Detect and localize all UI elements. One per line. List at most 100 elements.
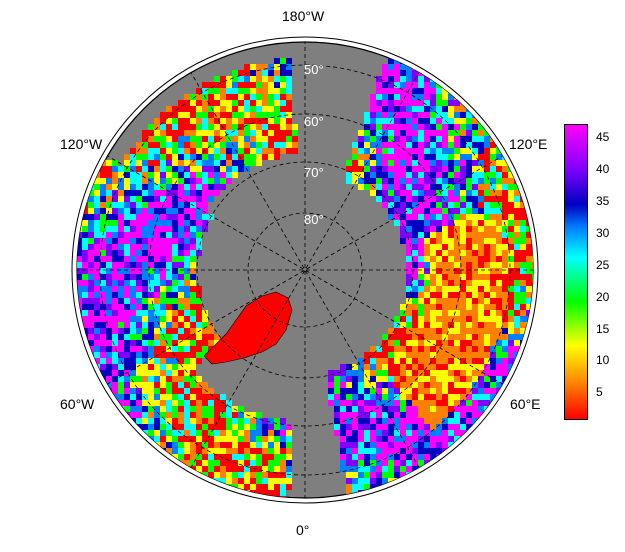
land-data-cell	[406, 256, 412, 262]
land-data-cell	[376, 76, 382, 82]
land-data-cell	[136, 448, 142, 454]
land-data-cell	[514, 112, 520, 118]
land-data-cell	[436, 400, 442, 406]
land-data-cell	[418, 364, 424, 370]
land-data-cell	[196, 454, 202, 460]
land-data-cell	[388, 160, 394, 166]
land-data-cell	[112, 436, 118, 442]
land-data-cell	[178, 412, 184, 418]
land-data-cell	[214, 112, 220, 118]
land-data-cell	[160, 274, 166, 280]
land-data-cell	[238, 88, 244, 94]
land-data-cell	[238, 160, 244, 166]
land-data-cell	[532, 94, 533, 100]
land-data-cell	[520, 292, 526, 298]
land-data-cell	[532, 478, 533, 484]
land-data-cell	[412, 106, 418, 112]
land-data-cell	[490, 106, 496, 112]
land-data-cell	[370, 148, 376, 154]
land-data-cell	[166, 400, 172, 406]
land-data-cell	[508, 280, 514, 286]
land-data-cell	[178, 394, 184, 400]
land-data-cell	[370, 418, 376, 424]
land-data-cell	[478, 196, 484, 202]
land-data-cell	[352, 178, 358, 184]
land-data-cell	[172, 442, 178, 448]
land-data-cell	[172, 292, 178, 298]
land-data-cell	[214, 184, 220, 190]
land-data-cell	[190, 376, 196, 382]
land-data-cell	[418, 274, 424, 280]
land-data-cell	[424, 160, 430, 166]
land-data-cell	[490, 76, 496, 82]
land-data-cell	[160, 412, 166, 418]
land-data-cell	[382, 130, 388, 136]
land-data-cell	[148, 430, 154, 436]
land-data-cell	[196, 214, 202, 220]
land-data-cell	[400, 352, 406, 358]
land-data-cell	[184, 166, 190, 172]
land-data-cell	[250, 436, 256, 442]
land-data-cell	[424, 352, 430, 358]
land-data-cell	[178, 316, 184, 322]
land-data-cell	[502, 118, 508, 124]
land-data-cell	[520, 286, 526, 292]
land-data-cell	[112, 340, 118, 346]
land-data-cell	[478, 310, 484, 316]
land-data-cell	[532, 340, 533, 346]
land-data-cell	[454, 460, 460, 466]
land-data-cell	[448, 478, 454, 484]
land-data-cell	[280, 106, 286, 112]
land-data-cell	[472, 166, 478, 172]
land-data-cell	[502, 472, 508, 478]
land-data-cell	[484, 472, 490, 478]
land-data-cell	[100, 328, 106, 334]
land-data-cell	[220, 406, 226, 412]
land-data-cell	[406, 76, 412, 82]
land-data-cell	[490, 64, 496, 70]
land-data-cell	[274, 436, 280, 442]
land-data-cell	[490, 310, 496, 316]
land-data-cell	[94, 220, 100, 226]
land-data-cell	[400, 184, 406, 190]
land-data-cell	[100, 334, 106, 340]
land-data-cell	[124, 424, 130, 430]
land-data-cell	[352, 424, 358, 430]
land-data-cell	[478, 496, 484, 498]
land-data-cell	[418, 58, 424, 64]
land-data-cell	[256, 142, 262, 148]
land-data-cell	[460, 478, 466, 484]
land-data-cell	[77, 388, 82, 394]
land-data-cell	[190, 322, 196, 328]
land-data-cell	[274, 418, 280, 424]
land-data-cell	[484, 466, 490, 472]
land-data-cell	[346, 364, 352, 370]
land-data-cell	[448, 42, 454, 46]
land-data-cell	[442, 436, 448, 442]
land-data-cell	[430, 280, 436, 286]
land-data-cell	[100, 268, 106, 274]
land-data-cell	[394, 42, 400, 46]
land-data-cell	[496, 238, 502, 244]
land-data-cell	[436, 298, 442, 304]
land-data-cell	[184, 478, 190, 484]
land-data-cell	[232, 94, 238, 100]
land-data-cell	[94, 472, 100, 478]
land-data-cell	[370, 172, 376, 178]
land-data-cell	[436, 322, 442, 328]
land-data-cell	[124, 304, 130, 310]
land-data-cell	[418, 208, 424, 214]
land-data-cell	[268, 424, 274, 430]
land-data-cell	[106, 406, 112, 412]
land-data-cell	[442, 208, 448, 214]
land-data-cell	[478, 364, 484, 370]
land-data-cell	[412, 268, 418, 274]
land-data-cell	[448, 64, 454, 70]
land-data-cell	[472, 292, 478, 298]
land-data-cell	[514, 292, 520, 298]
land-data-cell	[370, 106, 376, 112]
land-data-cell	[142, 334, 148, 340]
land-data-cell	[244, 160, 250, 166]
land-data-cell	[268, 124, 274, 130]
land-data-cell	[460, 364, 466, 370]
